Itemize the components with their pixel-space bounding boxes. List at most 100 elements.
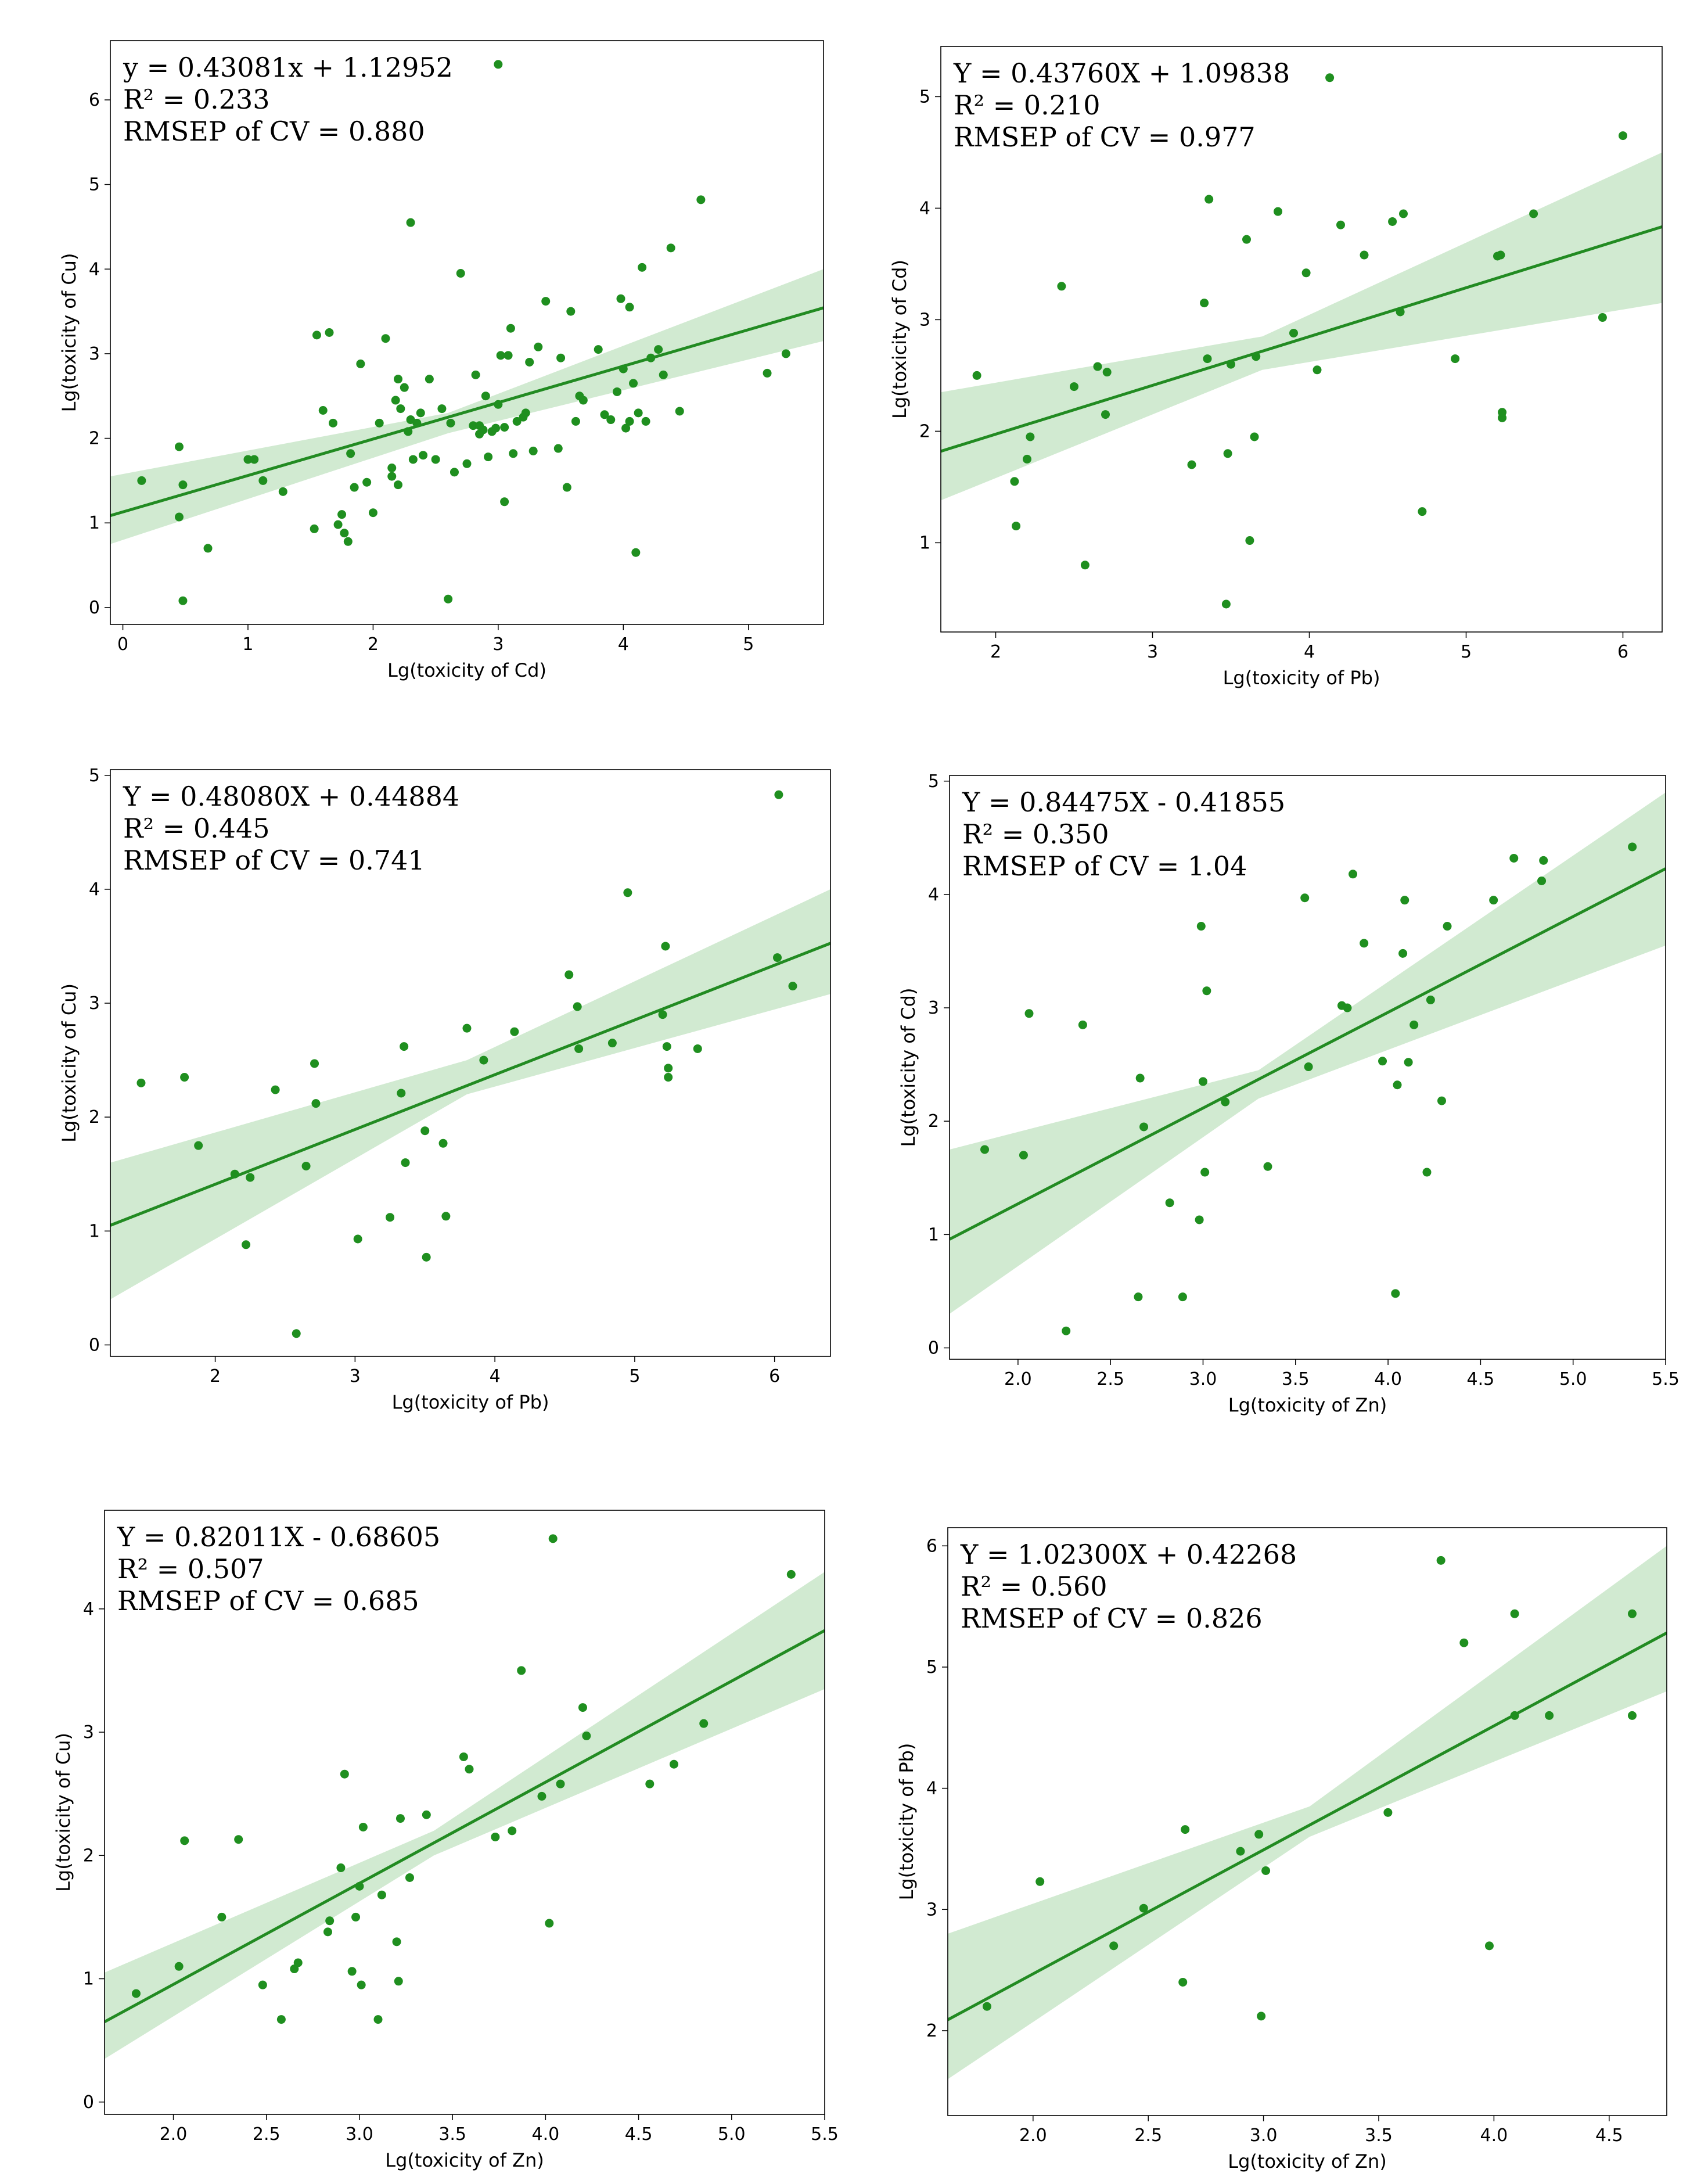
data-point	[1459, 1638, 1469, 1647]
x-tick-label: 5	[629, 1366, 640, 1387]
data-point	[573, 1002, 582, 1011]
y-tick-label: 1	[89, 513, 100, 533]
data-point	[506, 324, 515, 333]
rmsep-text: RMSEP of CV = 0.880	[123, 116, 425, 147]
r-squared-text: R² = 0.445	[123, 813, 270, 844]
data-point	[556, 353, 566, 362]
data-point	[459, 1752, 468, 1761]
data-point	[566, 307, 576, 316]
chart-panel-6: 2.0 2.5 3.0 3.5 4.0 4.5 2 3 4 5 6 Lg(toxicity of Zn…	[896, 1527, 1667, 2172]
data-point	[318, 406, 328, 415]
data-point	[406, 218, 415, 227]
rmsep-text: RMSEP of CV = 0.826	[961, 1603, 1263, 1634]
rmsep-text: RMSEP of CV = 0.741	[123, 845, 425, 876]
data-point	[645, 1779, 655, 1788]
data-point	[607, 1039, 617, 1048]
plot-frame	[940, 46, 1663, 633]
data-point	[1443, 922, 1452, 931]
data-point	[537, 1791, 546, 1801]
data-point	[400, 383, 409, 392]
x-tick-label: 5	[743, 634, 754, 655]
data-point	[1187, 460, 1196, 469]
chart-panel-5: 2.0 2.5 3.0 3.5 4.0 4.5 5.0 5.5 0 1 2 3 4 Lg(toxicity…	[52, 1510, 839, 2171]
x-tick-label: 2.5	[1134, 2125, 1162, 2146]
rmsep-text: RMSEP of CV = 1.04	[962, 850, 1247, 882]
data-point	[446, 418, 455, 428]
x-tick-label: 2.5	[1096, 1369, 1124, 1389]
x-tick-label: 5.5	[811, 2124, 839, 2145]
data-point	[1139, 1904, 1148, 1913]
data-point	[494, 60, 503, 69]
data-point	[553, 444, 563, 453]
data-point	[1325, 73, 1335, 82]
data-point	[1383, 1808, 1393, 1817]
data-point	[450, 468, 459, 477]
data-point	[456, 269, 465, 278]
data-point	[131, 1989, 141, 1998]
data-point	[662, 1042, 671, 1051]
data-point	[292, 1329, 301, 1338]
data-point	[1093, 362, 1102, 371]
data-point	[634, 408, 643, 418]
y-tick-label: 6	[89, 90, 100, 110]
data-point	[664, 1073, 673, 1082]
data-point	[1109, 1941, 1119, 1951]
data-point	[362, 477, 372, 487]
data-point	[1396, 307, 1405, 317]
data-point	[1139, 1122, 1149, 1132]
data-point	[180, 1836, 189, 1845]
data-point	[479, 425, 488, 434]
data-point	[1245, 536, 1254, 545]
data-point	[180, 1073, 189, 1082]
data-point	[763, 368, 772, 378]
data-point	[1062, 1326, 1071, 1335]
equation-text: Y = 0.84475X - 0.41855	[962, 786, 1285, 818]
data-point	[230, 1169, 239, 1179]
data-point	[625, 416, 634, 426]
x-tick-label: 2.0	[160, 2124, 188, 2145]
data-point	[571, 416, 580, 426]
data-point	[534, 342, 543, 351]
y-tick-label: 5	[89, 766, 100, 786]
data-point	[1545, 1711, 1554, 1720]
data-point	[174, 512, 184, 522]
data-point	[773, 953, 782, 962]
data-point	[1203, 354, 1212, 364]
regression-line	[110, 306, 824, 518]
data-point	[1236, 1847, 1245, 1856]
data-point	[394, 480, 403, 490]
x-axis-label: Lg(toxicity of Zn)	[1228, 1394, 1387, 1416]
y-tick-label: 4	[83, 1599, 94, 1619]
data-point	[1200, 299, 1209, 308]
data-point	[174, 1962, 184, 1971]
x-tick-label: 1	[242, 634, 253, 655]
chart-panel-2: 2 3 4 5 6 1 2 3 4 5 Lg(toxicity of Pb) Lg(toxicity …	[889, 46, 1663, 689]
data-point	[788, 982, 797, 991]
data-point	[234, 1835, 243, 1844]
data-point	[358, 1822, 368, 1831]
data-point	[353, 1234, 362, 1244]
data-point	[242, 1240, 251, 1249]
data-point	[1080, 561, 1089, 570]
data-point	[1437, 1096, 1446, 1105]
data-point	[377, 1890, 386, 1899]
y-axis-label: Lg(toxicity of Cd)	[889, 260, 911, 419]
data-point	[333, 520, 343, 529]
y-tick-label: 3	[89, 993, 100, 1014]
data-point	[1078, 1020, 1087, 1029]
data-point	[556, 1779, 565, 1788]
y-tick-label: 5	[926, 1657, 937, 1678]
data-point	[1619, 131, 1627, 141]
data-point	[1196, 922, 1206, 931]
data-point	[625, 303, 634, 312]
data-point	[693, 1044, 702, 1053]
x-tick-label: 3.5	[1365, 2125, 1393, 2146]
x-tick-label: 3	[350, 1366, 361, 1387]
data-point	[1398, 949, 1408, 958]
data-point	[394, 1977, 403, 1986]
data-point	[217, 1912, 226, 1922]
confidence-band	[105, 1572, 825, 2059]
data-point	[401, 1158, 410, 1168]
plot-frame	[110, 769, 831, 1357]
data-point	[351, 1912, 361, 1922]
